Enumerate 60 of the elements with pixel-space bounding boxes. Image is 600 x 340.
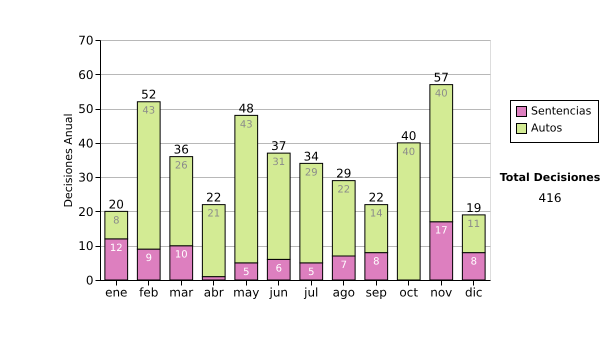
y-tick-label: 70 xyxy=(78,34,94,48)
data-label: 7 xyxy=(340,260,347,271)
x-tick-label: ene xyxy=(105,286,128,300)
y-tick-label: 20 xyxy=(78,204,94,219)
total-label: 40 xyxy=(401,128,416,143)
x-tick-label: feb xyxy=(139,286,158,300)
data-label: 5 xyxy=(308,266,314,278)
data-label: 29 xyxy=(304,167,318,178)
data-label: 43 xyxy=(240,119,253,130)
total-label: 19 xyxy=(466,200,482,215)
x-tick-label: mar xyxy=(169,286,194,300)
total-label: 29 xyxy=(336,166,352,181)
text: Total Decisiones xyxy=(500,171,600,184)
total-label: 22 xyxy=(206,190,222,205)
data-label: 14 xyxy=(370,208,383,220)
data-label: 11 xyxy=(467,218,480,230)
total-label: 52 xyxy=(141,88,156,102)
legend-label: Sentencias xyxy=(531,104,592,118)
y-tick-label: 0 xyxy=(86,274,94,288)
total-label: 20 xyxy=(108,197,124,212)
data-label: 6 xyxy=(276,263,282,274)
y-tick-label: 30 xyxy=(78,170,94,185)
text: 416 xyxy=(538,191,562,205)
total-label: 36 xyxy=(174,142,189,157)
data-label: 40 xyxy=(434,88,448,100)
x-tick-label: sep xyxy=(366,286,387,300)
data-label: 8 xyxy=(470,256,477,268)
bar xyxy=(202,204,226,278)
legend-label: Autos xyxy=(531,122,563,134)
data-label: 10 xyxy=(174,250,188,261)
data-label: 40 xyxy=(402,146,416,158)
x-tick-label: nov xyxy=(430,286,452,300)
y-tick-label: 40 xyxy=(78,136,94,150)
x-tick-label: may xyxy=(233,286,260,300)
x-tick-label: dic xyxy=(464,286,483,300)
y-tick-label: 60 xyxy=(78,68,94,82)
data-label: 21 xyxy=(207,208,220,220)
data-label: 26 xyxy=(174,160,188,172)
x-tick-label: ago xyxy=(332,286,355,300)
x-tick-label: jun xyxy=(268,286,288,300)
total-label: 22 xyxy=(368,190,384,205)
data-label: 8 xyxy=(373,256,380,268)
total-label: 57 xyxy=(434,70,449,85)
y-tick-label: 50 xyxy=(78,102,94,116)
data-label: 22 xyxy=(337,184,350,196)
data-label: 31 xyxy=(272,157,286,168)
data-label: 5 xyxy=(243,266,250,278)
y-axis-title: Decisiones Anual xyxy=(62,113,76,208)
total-label: 34 xyxy=(304,149,319,164)
x-tick-label: jul xyxy=(303,286,318,300)
total-label: 48 xyxy=(238,101,254,116)
x-tick-label: oct xyxy=(399,286,418,300)
data-label: 8 xyxy=(113,215,120,226)
total-label: 37 xyxy=(271,139,286,154)
data-label: 17 xyxy=(434,226,448,237)
data-label: 9 xyxy=(146,253,152,264)
data-label: 43 xyxy=(142,106,156,117)
x-tick-label: abr xyxy=(204,286,224,300)
data-label: 12 xyxy=(110,242,123,254)
y-tick-label: 10 xyxy=(78,239,94,254)
